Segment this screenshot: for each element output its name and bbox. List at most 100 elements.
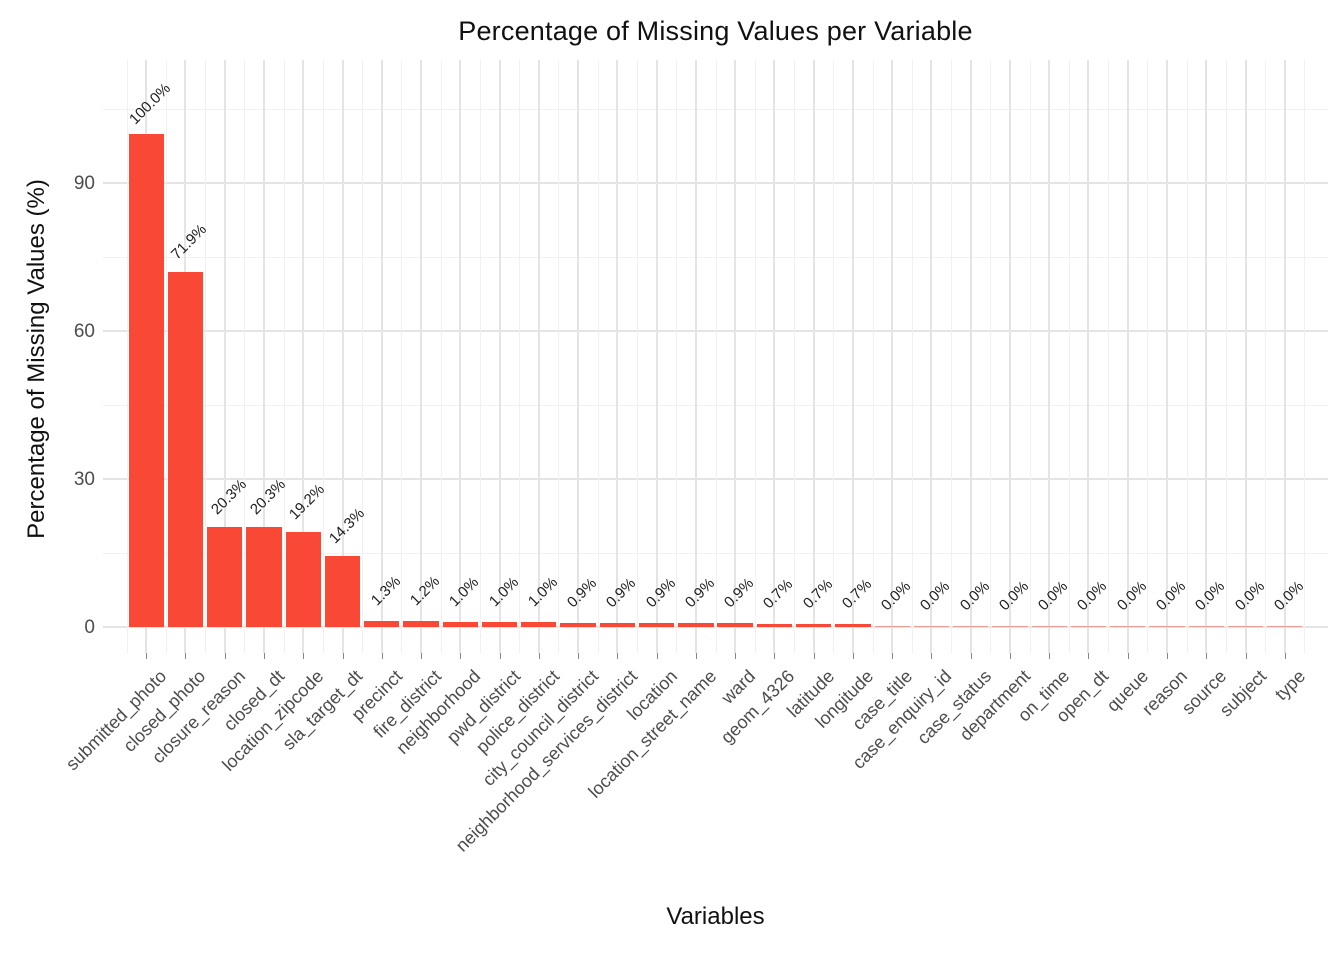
bar-value-text: 0.0%	[995, 577, 1033, 615]
bar-value-text: 0.7%	[838, 575, 876, 612]
v-gridline-minor	[1068, 60, 1070, 653]
bar	[324, 556, 361, 627]
v-gridline-minor	[1186, 60, 1188, 653]
v-gridline-major	[773, 60, 776, 653]
v-gridline-major	[262, 60, 265, 653]
bar	[992, 626, 1028, 627]
x-tick-label-text: type	[1270, 666, 1309, 705]
bar-value-text: 0.0%	[1192, 577, 1229, 615]
bar-value-text: 100.0%	[126, 79, 175, 128]
x-tick-mark	[1049, 653, 1051, 659]
bar-value-text: 1.0%	[446, 573, 483, 611]
v-gridline-minor	[362, 60, 364, 653]
v-gridline-major	[1166, 60, 1169, 653]
x-tick-mark	[263, 653, 265, 659]
v-gridline-major	[1008, 60, 1011, 653]
v-gridline-major	[1048, 60, 1051, 653]
bar-value-text: 0.0%	[1074, 577, 1111, 615]
bar	[874, 626, 910, 627]
v-gridline-minor	[440, 60, 442, 653]
x-tick-mark	[224, 653, 226, 659]
bar-value-text: 0.9%	[681, 574, 718, 611]
bar	[167, 272, 204, 627]
bar	[481, 622, 518, 627]
bar	[717, 622, 753, 627]
v-gridline-minor	[833, 60, 835, 653]
bar	[1070, 626, 1107, 627]
v-gridline-major	[891, 60, 894, 653]
v-gridline-minor	[126, 60, 128, 653]
x-tick-mark	[185, 653, 187, 659]
v-gridline-minor	[558, 60, 560, 653]
y-tick-label: 0	[84, 617, 95, 638]
bar	[953, 626, 989, 627]
x-tick-mark	[852, 653, 854, 659]
v-gridline-major	[734, 60, 737, 653]
x-tick-mark	[1088, 653, 1090, 659]
x-tick-mark	[1127, 653, 1129, 659]
bar-value-text: 1.2%	[406, 572, 444, 610]
bar-value-text: 0.7%	[799, 575, 836, 612]
bar-value-text: 0.0%	[1035, 577, 1072, 615]
bar-value-text: 0.0%	[1113, 577, 1150, 615]
v-gridline-minor	[519, 60, 521, 653]
bar	[599, 622, 635, 627]
x-tick-mark	[892, 653, 894, 659]
bar-value-text: 0.0%	[1270, 577, 1307, 615]
v-gridline-major	[616, 60, 619, 653]
v-gridline-major	[341, 60, 344, 653]
x-tick-mark	[695, 653, 697, 659]
bar-value-text: 0.9%	[603, 574, 640, 611]
x-tick-mark	[460, 653, 462, 659]
bar	[246, 526, 282, 627]
x-tick-mark	[1009, 653, 1011, 659]
bar-value-text: 0.0%	[878, 577, 915, 615]
v-gridline-minor	[401, 60, 403, 653]
x-axis-title: Variables	[666, 903, 765, 930]
x-tick-mark	[931, 653, 933, 659]
v-gridline-minor	[872, 60, 874, 653]
v-gridline-minor	[951, 60, 953, 653]
y-axis-title: Percentage of Missing Values (%)	[23, 179, 50, 539]
x-tick-mark	[303, 653, 305, 659]
bar	[1149, 626, 1185, 627]
v-gridline-minor	[794, 60, 796, 653]
x-tick-mark	[578, 653, 580, 659]
bar	[1031, 626, 1067, 627]
bar	[835, 623, 871, 627]
v-gridline-minor	[715, 60, 717, 653]
v-gridline-major	[459, 60, 462, 653]
bar	[403, 621, 439, 627]
x-tick-mark	[656, 653, 658, 659]
v-gridline-minor	[754, 60, 756, 653]
bar	[285, 532, 321, 627]
bar	[521, 622, 557, 627]
v-gridline-minor	[165, 60, 167, 653]
v-gridline-minor	[911, 60, 913, 653]
v-gridline-major	[812, 60, 815, 653]
bar-value-text: 0.9%	[642, 574, 679, 611]
x-tick-mark	[774, 653, 776, 659]
bar	[638, 622, 675, 627]
bar-value-text: 0.0%	[1152, 577, 1190, 615]
v-gridline-minor	[244, 60, 246, 653]
bar	[442, 622, 478, 627]
x-tick-mark	[1167, 653, 1169, 659]
bar	[560, 622, 596, 627]
v-gridline-minor	[1304, 60, 1306, 653]
bar	[1188, 626, 1224, 627]
bar	[1110, 626, 1146, 627]
x-tick-mark	[421, 653, 423, 659]
v-gridline-minor	[1147, 60, 1149, 653]
x-tick-mark	[1206, 653, 1208, 659]
v-gridline-minor	[205, 60, 207, 653]
bar	[1267, 626, 1303, 627]
x-tick-mark	[1284, 653, 1286, 659]
v-gridline-major	[655, 60, 658, 653]
v-gridline-minor	[1029, 60, 1031, 653]
y-tick-label: 60	[73, 321, 95, 343]
v-gridline-minor	[990, 60, 992, 653]
bar-value-text: 0.0%	[956, 577, 993, 615]
bar	[795, 623, 832, 627]
v-gridline-major	[420, 60, 423, 653]
